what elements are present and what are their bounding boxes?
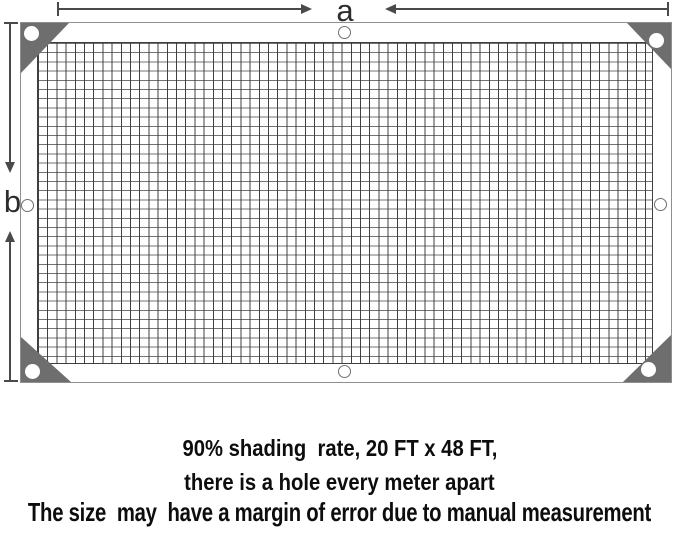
grommet-hole-icon-left	[21, 199, 34, 212]
corner-hole-icon	[649, 33, 664, 48]
dimension-end-tick	[4, 22, 18, 24]
caption-line-3: The size may have a margin of error due …	[27, 497, 652, 527]
grommet-hole-icon-bottom	[338, 365, 351, 378]
corner-hole-icon	[641, 362, 656, 377]
corner-hole-icon	[24, 26, 39, 41]
dimension-line	[58, 8, 303, 10]
arrowhead-down-icon	[5, 162, 15, 173]
dimension-line	[9, 24, 11, 162]
caption-shading-rate: 90% shading rate, 20 FT x 48 FT,	[0, 435, 679, 462]
dimension-end-tick	[667, 2, 669, 16]
caption-hole-spacing: there is a hole every meter apart	[0, 469, 679, 496]
dimension-end-tick	[4, 380, 18, 382]
arrowhead-left-icon	[385, 4, 396, 14]
grommet-hole-icon-top	[338, 26, 351, 39]
arrowhead-right-icon	[301, 4, 312, 14]
arrowhead-up-icon	[5, 231, 15, 242]
caption-measurement-disclaimer: The size may have a margin of error due …	[0, 497, 679, 528]
dimension-line	[9, 242, 11, 381]
grommet-hole-icon-right	[654, 198, 667, 211]
mesh-grid	[37, 42, 653, 364]
height-label: b	[3, 184, 22, 219]
caption-line-1: 90% shading rate, 20 FT x 48 FT,	[182, 435, 497, 461]
caption-line-2: there is a hole every meter apart	[184, 469, 495, 495]
width-label: a	[336, 0, 354, 28]
dimension-line	[395, 8, 668, 10]
corner-hole-icon	[25, 364, 40, 379]
